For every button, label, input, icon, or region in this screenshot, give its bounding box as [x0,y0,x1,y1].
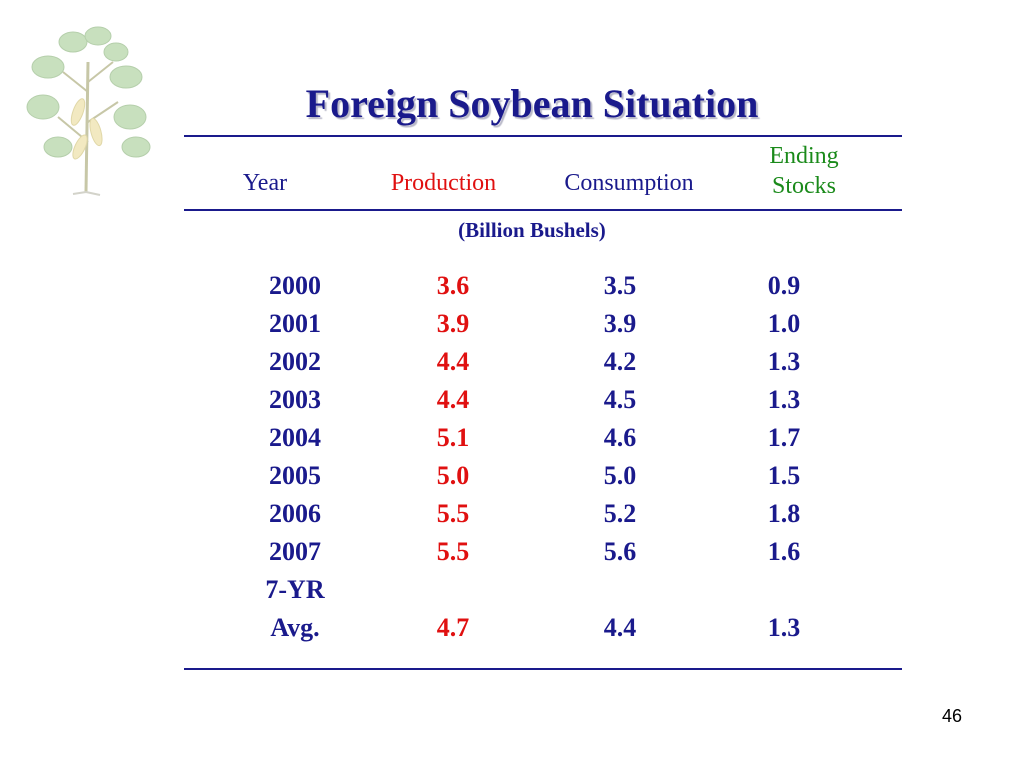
units-label: (Billion Bushels) [458,218,606,242]
cell-production: 3.6 [436,271,470,300]
cell-year: 2001 [269,309,321,338]
table-row: 2005 5.0 5.0 1.5 [0,457,1024,495]
cell-production: 4.4 [436,347,470,376]
data-table: 2000 3.6 3.5 0.9 2001 3.9 3.9 1.0 2002 4… [0,267,1024,647]
cell-ending-stocks: 1.6 [767,537,801,566]
header-consumption: Consumption [564,170,694,196]
cell-production: 4.4 [436,385,470,414]
cell-ending-stocks: 1.0 [767,309,801,338]
table-row: 2007 5.5 5.6 1.6 [0,533,1024,571]
soybean-plant-icon [26,26,151,196]
average-label-line1: 7-YR [265,575,325,604]
cell-production: 3.9 [436,309,470,338]
cell-ending-stocks: 0.9 [767,271,801,300]
cell-consumption: 3.5 [603,271,637,300]
average-label-line2: Avg. [270,613,320,642]
cell-consumption: 4.5 [603,385,637,414]
cell-year: 2005 [269,461,321,490]
cell-production: 5.5 [436,537,470,566]
cell-average-consumption: 4.4 [603,613,637,642]
header-ending-stocks: Ending Stocks [744,141,864,201]
cell-ending-stocks: 1.3 [767,347,801,376]
cell-consumption: 5.2 [603,499,637,528]
cell-year: 2006 [269,499,321,528]
header-production: Production [390,170,497,196]
cell-ending-stocks: 1.8 [767,499,801,528]
header-year: Year [242,170,288,196]
cell-ending-stocks: 1.7 [767,423,801,452]
slide-title: Foreign Soybean Situation [305,81,759,126]
cell-average-production: 4.7 [436,613,470,642]
slide-number: 46 [941,706,962,726]
cell-consumption: 5.0 [603,461,637,490]
table-row: 2006 5.5 5.2 1.8 [0,495,1024,533]
cell-consumption: 4.6 [603,423,637,452]
table-row: 2001 3.9 3.9 1.0 [0,305,1024,343]
cell-average-ending-stocks: 1.3 [767,613,801,642]
header-ending-stocks-line1: Ending [769,143,839,169]
table-row: 2002 4.4 4.2 1.3 [0,343,1024,381]
cell-production: 5.1 [436,423,470,452]
cell-year: 2000 [269,271,321,300]
table-row: 2000 3.6 3.5 0.9 [0,267,1024,305]
cell-year: 2002 [269,347,321,376]
header-rule [184,209,902,211]
cell-consumption: 4.2 [603,347,637,376]
cell-year: 2007 [269,537,321,566]
top-rule [184,135,902,137]
cell-ending-stocks: 1.3 [767,385,801,414]
table-row: 2003 4.4 4.5 1.3 [0,381,1024,419]
cell-consumption: 3.9 [603,309,637,338]
table-row: 2004 5.1 4.6 1.7 [0,419,1024,457]
cell-consumption: 5.6 [603,537,637,566]
header-ending-stocks-line2: Stocks [771,173,836,199]
cell-year: 2004 [269,423,321,452]
cell-ending-stocks: 1.5 [767,461,801,490]
cell-production: 5.0 [436,461,470,490]
cell-production: 5.5 [436,499,470,528]
cell-average-label: 7-YR Avg. [235,571,355,647]
bottom-rule [184,668,902,670]
cell-year: 2003 [269,385,321,414]
average-row: 7-YR Avg. 4.7 4.4 1.3 [0,571,1024,647]
